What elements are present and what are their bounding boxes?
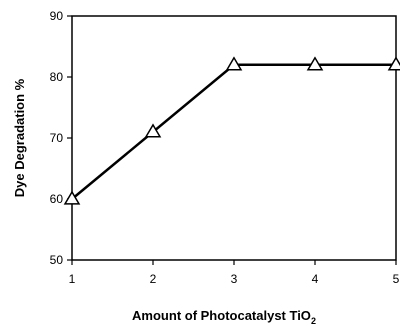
- x-axis-title: Amount of Photocatalyst TiO2: [132, 308, 316, 326]
- data-point-triangle: [225, 56, 243, 71]
- y-axis-ticks: 50 60 70 80 90: [50, 9, 72, 267]
- x-tick-label: 5: [393, 272, 400, 286]
- y-tick-label: 90: [50, 9, 64, 23]
- x-axis-ticks: 1 2 3 4 5: [69, 260, 400, 286]
- y-tick-label: 80: [50, 70, 64, 84]
- x-tick-label: 3: [231, 272, 238, 286]
- x-tick-label: 2: [150, 272, 157, 286]
- y-tick-label: 60: [50, 192, 64, 206]
- data-point-triangle: [63, 190, 81, 205]
- data-point-triangle: [144, 123, 162, 138]
- x-axis-title-subscript: 2: [311, 316, 316, 326]
- x-axis-title-main: Amount of Photocatalyst TiO: [132, 308, 311, 323]
- y-axis-title: Dye Degradation %: [12, 78, 27, 197]
- series-layer: [63, 56, 400, 205]
- x-tick-label: 1: [69, 272, 76, 286]
- data-point-triangle: [306, 56, 324, 71]
- plot-area: [71, 15, 397, 261]
- x-tick-label: 4: [312, 272, 319, 286]
- y-tick-label: 50: [50, 253, 64, 267]
- y-tick-label: 70: [50, 131, 64, 145]
